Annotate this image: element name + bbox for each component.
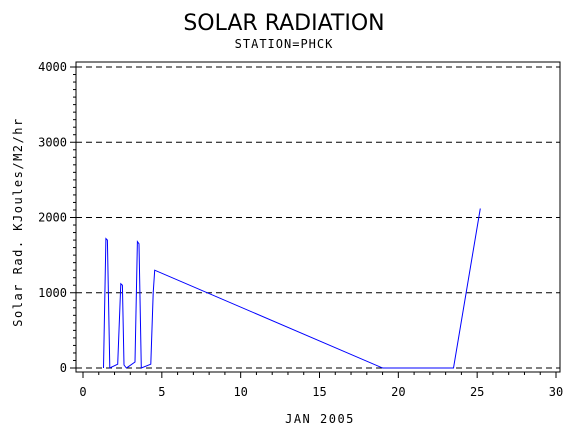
x-tick-label: 30 <box>549 385 563 399</box>
x-tick-label: 5 <box>158 385 165 399</box>
x-axis: 0 5 10 15 20 25 30 <box>79 372 563 399</box>
x-tick-label: 0 <box>79 385 86 399</box>
x-tick-label: 10 <box>233 385 247 399</box>
x-tick-label: 20 <box>391 385 405 399</box>
y-tick-label: 2000 <box>38 211 67 225</box>
chart-title: SOLAR RADIATION <box>183 11 384 36</box>
x-tick-label: 15 <box>312 385 326 399</box>
y-tick-label: 3000 <box>38 135 67 149</box>
chart-subtitle: STATION=PHCK <box>235 37 334 51</box>
x-axis-label: JAN 2005 <box>285 412 355 426</box>
x-tick-label: 25 <box>470 385 484 399</box>
y-axis-label: Solar Rad. KJoules/M2/hr <box>11 117 25 326</box>
y-tick-label: 0 <box>60 361 67 375</box>
grid-lines <box>76 66 560 369</box>
y-tick-label: 1000 <box>38 286 67 300</box>
solar-radiation-line <box>103 208 481 369</box>
y-tick-label: 4000 <box>38 60 67 74</box>
series-layer <box>103 208 481 369</box>
y-axis: 0 1000 2000 3000 4000 <box>38 60 76 375</box>
